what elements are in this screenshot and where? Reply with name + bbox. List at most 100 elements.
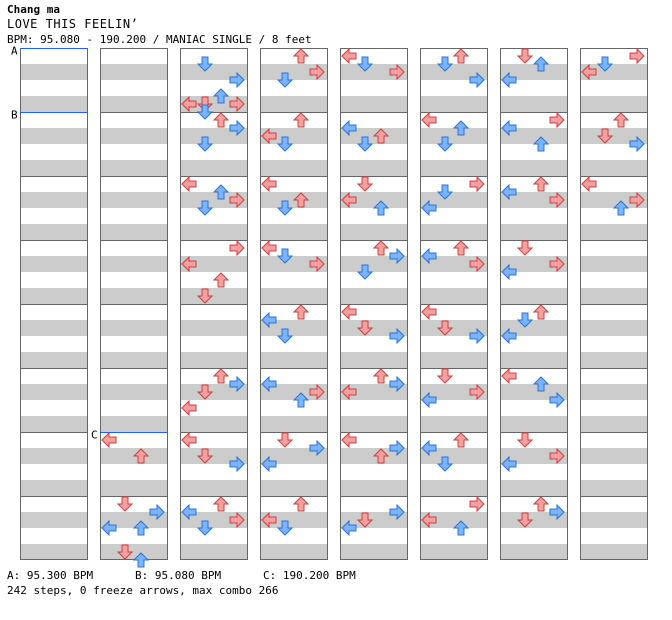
beat-stripe: [260, 352, 328, 368]
arrow-down-icon: [276, 248, 294, 264]
beat-stripe: [340, 256, 408, 272]
beat-stripe: [420, 224, 488, 240]
beat-stripe: [20, 384, 88, 400]
arrow-up-icon: [292, 48, 310, 64]
beat-stripe: [420, 512, 488, 528]
beat-stripe: [580, 448, 648, 464]
arrow-left-icon: [341, 383, 357, 401]
arrow-down-icon: [436, 368, 454, 384]
chart-column: [500, 48, 568, 560]
arrow-left-icon: [421, 247, 437, 265]
beat-stripe: [500, 544, 568, 560]
arrow-down-icon: [356, 264, 374, 280]
arrow-left-icon: [501, 455, 517, 473]
beat-stripe: [180, 128, 248, 144]
arrow-up-icon: [132, 448, 150, 464]
arrow-up-icon: [612, 200, 630, 216]
arrow-down-icon: [516, 48, 534, 64]
column-border: [180, 48, 248, 560]
arrow-up-icon: [452, 240, 470, 256]
beat-stripe: [420, 480, 488, 496]
artist-name: Chang ma: [7, 3, 60, 16]
beat-stripe: [580, 224, 648, 240]
chart-column: [260, 48, 328, 560]
beat-stripe: [20, 192, 88, 208]
arrow-down-icon: [196, 384, 214, 400]
arrow-right-icon: [469, 255, 485, 273]
arrow-up-icon: [292, 112, 310, 128]
beat-stripe: [580, 128, 648, 144]
arrow-right-icon: [469, 495, 485, 513]
beat-stripe: [100, 256, 168, 272]
arrow-up-icon: [292, 392, 310, 408]
bpm-change-label: C: [91, 429, 98, 442]
arrow-right-icon: [389, 439, 405, 457]
arrow-right-icon: [229, 71, 245, 89]
beat-stripe: [340, 416, 408, 432]
bpm-legend-a: A: 95.300 BPM: [7, 569, 94, 582]
beat-stripe: [260, 288, 328, 304]
arrow-right-icon: [389, 63, 405, 81]
beat-stripe: [500, 448, 568, 464]
arrow-right-icon: [309, 63, 325, 81]
arrow-left-icon: [261, 455, 277, 473]
beat-stripe: [180, 256, 248, 272]
beat-stripe: [340, 352, 408, 368]
beat-stripe: [500, 192, 568, 208]
step-chart: A B C: [11, 45, 648, 568]
chart-column: [20, 48, 88, 560]
arrow-right-icon: [309, 439, 325, 457]
beat-stripe: [580, 384, 648, 400]
chart-column: [420, 48, 488, 560]
beat-stripe: [260, 224, 328, 240]
column-border: [500, 48, 568, 560]
arrow-left-icon: [501, 367, 517, 385]
arrow-right-icon: [229, 455, 245, 473]
beat-stripe: [20, 256, 88, 272]
beat-stripe: [180, 64, 248, 80]
arrow-right-icon: [549, 391, 565, 409]
arrow-up-icon: [372, 200, 390, 216]
arrow-up-icon: [532, 304, 550, 320]
arrow-down-icon: [196, 288, 214, 304]
arrow-down-icon: [196, 56, 214, 72]
arrow-left-icon: [341, 47, 357, 65]
beat-stripe: [500, 384, 568, 400]
beat-stripe: [180, 480, 248, 496]
arrow-up-icon: [612, 112, 630, 128]
arrow-left-icon: [181, 95, 197, 113]
arrow-down-icon: [436, 56, 454, 72]
beat-stripe: [100, 64, 168, 80]
arrow-down-icon: [276, 520, 294, 536]
beat-stripe: [100, 128, 168, 144]
arrow-right-icon: [309, 383, 325, 401]
beat-stripe: [580, 288, 648, 304]
arrow-down-icon: [516, 512, 534, 528]
beat-stripe: [420, 384, 488, 400]
bpm-legend-b: B: 95.080 BPM: [135, 569, 222, 582]
arrow-up-icon: [212, 496, 230, 512]
beat-stripe: [20, 512, 88, 528]
arrow-left-icon: [261, 311, 277, 329]
arrow-up-icon: [132, 552, 150, 568]
arrow-down-icon: [356, 176, 374, 192]
arrow-right-icon: [389, 503, 405, 521]
arrow-left-icon: [421, 199, 437, 217]
arrow-down-icon: [436, 320, 454, 336]
arrow-right-icon: [549, 503, 565, 521]
arrow-down-icon: [516, 312, 534, 328]
arrow-right-icon: [469, 327, 485, 345]
arrow-down-icon: [596, 128, 614, 144]
beat-stripe: [260, 128, 328, 144]
chart-column: [180, 48, 248, 560]
arrow-left-icon: [101, 431, 117, 449]
arrow-up-icon: [532, 56, 550, 72]
arrow-up-icon: [292, 192, 310, 208]
beat-stripe: [180, 96, 248, 112]
arrow-down-icon: [196, 200, 214, 216]
beat-stripe: [420, 128, 488, 144]
beat-stripe: [20, 128, 88, 144]
arrow-up-icon: [132, 520, 150, 536]
arrow-left-icon: [341, 119, 357, 137]
beat-stripe: [420, 256, 488, 272]
